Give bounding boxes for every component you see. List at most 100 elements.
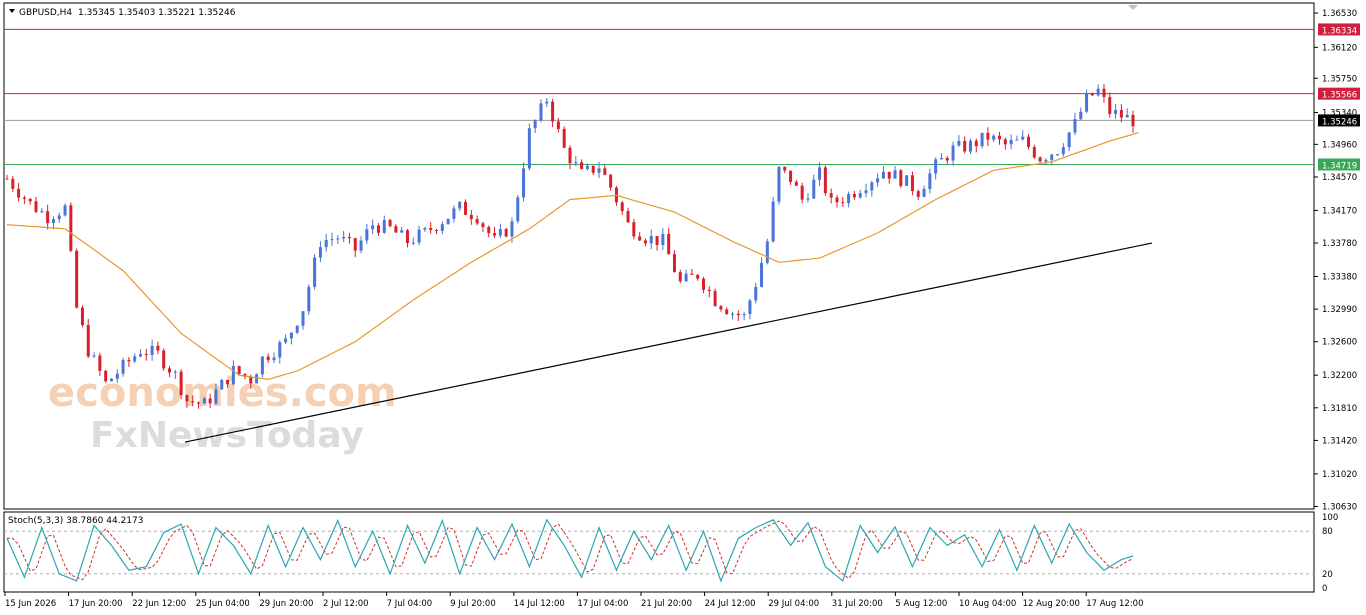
candle-body[interactable] <box>690 273 694 275</box>
candle-body[interactable] <box>301 311 305 326</box>
candle-body[interactable] <box>789 170 793 182</box>
candle-body[interactable] <box>1061 147 1065 155</box>
candle-body[interactable] <box>168 368 172 373</box>
candle-body[interactable] <box>672 254 676 273</box>
candle-body[interactable] <box>150 345 154 355</box>
candle-body[interactable] <box>945 158 949 161</box>
candle-body[interactable] <box>1125 114 1129 118</box>
candle-body[interactable] <box>371 225 375 230</box>
candle-body[interactable] <box>1015 139 1019 141</box>
candle-body[interactable] <box>818 167 822 180</box>
candle-body[interactable] <box>400 230 404 233</box>
candle-body[interactable] <box>260 356 264 375</box>
candle-body[interactable] <box>858 193 862 198</box>
candle-body[interactable] <box>574 162 578 164</box>
candle-body[interactable] <box>1067 132 1071 148</box>
candle-body[interactable] <box>585 165 589 169</box>
collapse-triangle-icon[interactable] <box>9 9 15 13</box>
candle-body[interactable] <box>162 350 166 369</box>
candle-body[interactable] <box>649 236 653 244</box>
trendline[interactable] <box>184 242 1153 443</box>
candle-body[interactable] <box>80 307 84 326</box>
candle-body[interactable] <box>771 201 775 242</box>
candle-body[interactable] <box>736 313 740 316</box>
candle-body[interactable] <box>527 128 531 169</box>
candle-body[interactable] <box>829 193 833 198</box>
candle-body[interactable] <box>1073 119 1077 133</box>
candle-body[interactable] <box>231 366 235 385</box>
candle-body[interactable] <box>307 286 311 312</box>
candle-body[interactable] <box>156 345 160 351</box>
candle-body[interactable] <box>469 214 473 220</box>
candle-body[interactable] <box>591 165 595 173</box>
candle-body[interactable] <box>748 300 752 315</box>
candle-body[interactable] <box>69 205 73 251</box>
candle-body[interactable] <box>916 191 920 197</box>
candle-body[interactable] <box>46 211 50 224</box>
candle-body[interactable] <box>1038 157 1042 162</box>
candle-body[interactable] <box>504 229 508 237</box>
candle-body[interactable] <box>1003 139 1007 145</box>
candle-body[interactable] <box>620 202 624 212</box>
candle-body[interactable] <box>1079 111 1083 120</box>
candle-body[interactable] <box>318 247 322 258</box>
candle-body[interactable] <box>580 162 584 169</box>
candle-body[interactable] <box>655 236 659 245</box>
candle-body[interactable] <box>405 230 409 244</box>
candle-body[interactable] <box>330 239 334 241</box>
candle-body[interactable] <box>632 222 636 237</box>
moving-average-line[interactable] <box>6 132 1139 381</box>
candle-body[interactable] <box>1131 114 1135 127</box>
candle-body[interactable] <box>1102 88 1106 97</box>
candle-body[interactable] <box>133 356 137 362</box>
candle-body[interactable] <box>313 257 317 287</box>
candle-body[interactable] <box>243 373 247 377</box>
candle-body[interactable] <box>11 178 15 189</box>
candle-body[interactable] <box>963 140 967 152</box>
candle-body[interactable] <box>272 357 276 361</box>
candle-body[interactable] <box>783 166 787 171</box>
candle-body[interactable] <box>197 402 201 404</box>
candle-body[interactable] <box>121 359 125 374</box>
candle-body[interactable] <box>939 158 943 160</box>
candle-body[interactable] <box>713 291 717 307</box>
stoch-main-line[interactable] <box>6 518 1134 583</box>
candle-body[interactable] <box>841 202 845 204</box>
candle-body[interactable] <box>951 145 955 161</box>
candle-body[interactable] <box>214 389 218 404</box>
candle-body[interactable] <box>34 201 38 212</box>
candle-body[interactable] <box>835 197 839 203</box>
candle-body[interactable] <box>1027 136 1031 148</box>
candle-body[interactable] <box>144 354 148 356</box>
candle-body[interactable] <box>609 174 613 188</box>
candle-body[interactable] <box>516 197 520 222</box>
candle-body[interactable] <box>5 178 9 180</box>
candle-body[interactable] <box>475 219 479 224</box>
candle-body[interactable] <box>1050 154 1054 160</box>
candle-body[interactable] <box>423 228 427 230</box>
candle-body[interactable] <box>452 208 456 219</box>
candle-body[interactable] <box>684 273 688 282</box>
candle-body[interactable] <box>823 167 827 194</box>
candle-body[interactable] <box>881 171 885 179</box>
candle-body[interactable] <box>998 135 1002 140</box>
candle-body[interactable] <box>986 132 990 140</box>
candle-body[interactable] <box>324 239 328 248</box>
candle-body[interactable] <box>435 230 439 232</box>
candle-body[interactable] <box>667 233 671 255</box>
candle-body[interactable] <box>1044 159 1048 162</box>
candle-body[interactable] <box>376 225 380 233</box>
candle-body[interactable] <box>812 179 816 199</box>
candle-body[interactable] <box>899 170 903 186</box>
candle-body[interactable] <box>220 379 224 390</box>
candle-body[interactable] <box>852 194 856 198</box>
candle-body[interactable] <box>957 140 961 146</box>
candle-body[interactable] <box>359 240 363 251</box>
candle-body[interactable] <box>754 286 758 301</box>
candle-body[interactable] <box>765 241 769 263</box>
candle-body[interactable] <box>498 229 502 236</box>
candle-body[interactable] <box>626 211 630 223</box>
candle-body[interactable] <box>365 229 369 241</box>
candle-body[interactable] <box>1108 96 1112 114</box>
candle-body[interactable] <box>266 356 270 361</box>
